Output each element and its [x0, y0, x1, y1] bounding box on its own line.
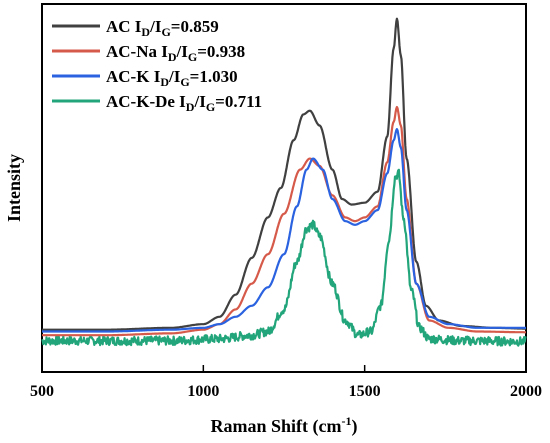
y-axis-label: Intensity: [4, 154, 24, 222]
plot-frame: [41, 3, 527, 373]
x-tick-label: 2000: [510, 383, 542, 400]
x-tick-label: 1000: [187, 383, 219, 400]
x-axis-ticks: 500 1000 1500 2000: [30, 365, 542, 400]
legend: AC ID/IG=0.859 AC-Na ID/IG=0.938 AC-K ID/I…: [52, 17, 262, 114]
legend-entry: AC-K-De ID/IG=0.711: [106, 92, 262, 114]
x-tick-label: 500: [30, 383, 54, 400]
series-line-3: [41, 168, 527, 347]
series-line-0: [41, 17, 527, 331]
series-line-1: [41, 105, 527, 337]
legend-entry: AC-Na ID/IG=0.938: [106, 42, 245, 64]
legend-entry: AC ID/IG=0.859: [106, 17, 219, 39]
series-line-2: [41, 128, 527, 333]
series-lines: [41, 17, 527, 347]
x-axis-label: Raman Shift (cm-1): [211, 414, 358, 437]
legend-entry: AC-K ID/IG=1.030: [106, 67, 238, 89]
x-tick-label: 1500: [349, 383, 381, 400]
